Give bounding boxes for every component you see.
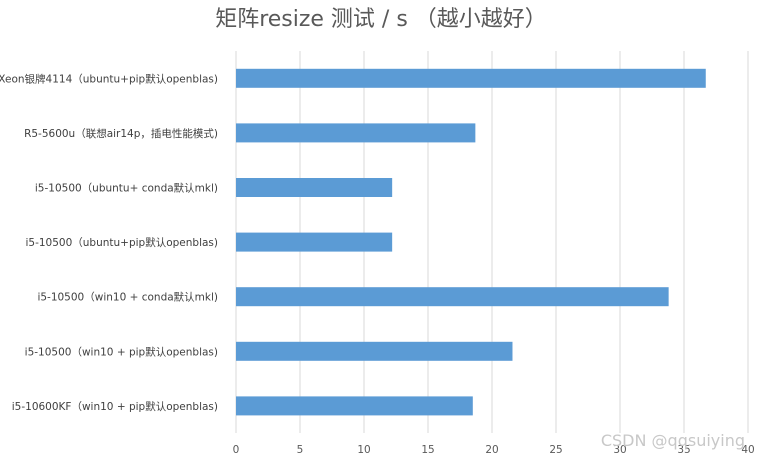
x-tick-label: 15	[421, 444, 434, 456]
x-tick-label: 40	[741, 444, 754, 456]
x-tick-label: 20	[485, 444, 498, 456]
bar	[236, 396, 473, 416]
category-labels: Xeon银牌4114（ubuntu+pip默认openblas) R5-5600u…	[0, 72, 218, 413]
bar	[236, 178, 393, 197]
bar	[236, 232, 393, 252]
category-label: i5-10500（ubuntu+pip默认openblas)	[25, 236, 218, 249]
chart-title: 矩阵resize 测试 / s （越小越好）	[215, 7, 547, 32]
x-tick-label: 30	[613, 444, 626, 456]
category-label: Xeon银牌4114（ubuntu+pip默认openblas)	[0, 72, 218, 85]
category-label: i5-10500（ubuntu+ conda默认mkl)	[35, 182, 218, 195]
x-tick-label: 5	[297, 444, 304, 456]
x-tick-label: 0	[233, 444, 240, 456]
category-label: R5-5600u（联想air14p，插电性能模式)	[24, 127, 218, 140]
bars	[236, 68, 706, 416]
category-label: i5-10600KF（win10 + pip默认openblas)	[12, 400, 218, 413]
category-label: i5-10500（win10 + conda默认mkl)	[37, 291, 218, 304]
x-axis-tick-labels: 0 5 10 15 20 25 30 35 40	[233, 444, 755, 456]
x-tick-label: 10	[357, 444, 370, 456]
watermark: CSDN @qqsuiying	[601, 431, 745, 450]
bar	[236, 341, 513, 361]
x-tick-label: 35	[677, 444, 690, 456]
category-label: i5-10500（win10 + pip默认openblas)	[25, 345, 218, 358]
grid-lines	[235, 51, 749, 433]
x-tick-label: 25	[549, 444, 562, 456]
bar	[236, 287, 669, 307]
bar	[236, 68, 706, 88]
bar	[236, 123, 476, 143]
